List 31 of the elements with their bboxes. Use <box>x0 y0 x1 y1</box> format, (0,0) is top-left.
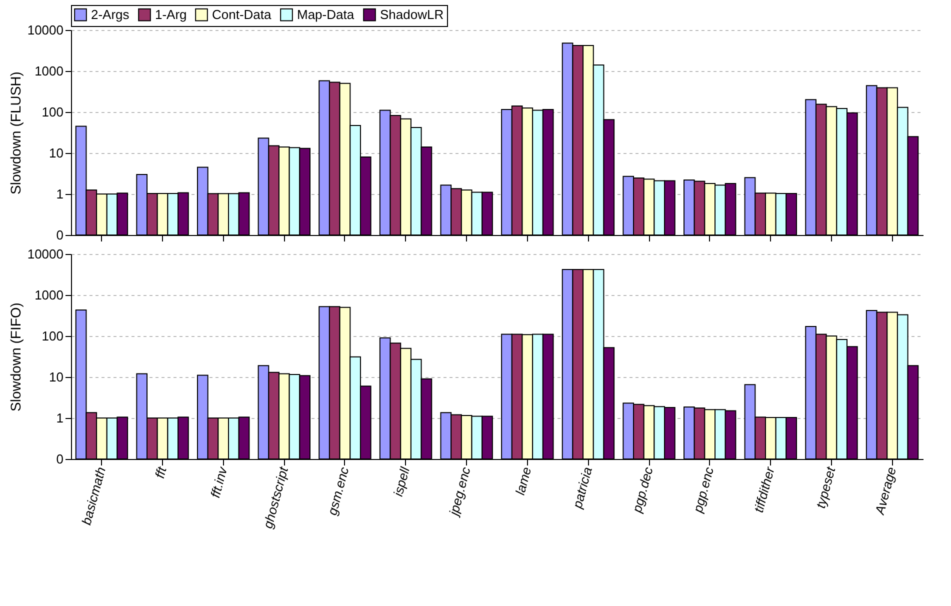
x-tick-label: Average <box>872 465 900 517</box>
x-tick-label: gsm.enc <box>324 464 352 517</box>
legend-label: ShadowLR <box>380 6 444 22</box>
x-tick-label: pgp.enc <box>690 464 717 515</box>
legend-label: 2-Args <box>91 6 130 22</box>
y-tick-label: 1000 <box>34 288 64 302</box>
x-tick-label: jpeg.enc <box>446 464 474 519</box>
y-tick-label: 0 <box>56 452 64 466</box>
legend-label: 1-Arg <box>155 6 187 22</box>
y-tick-label: 0 <box>56 228 64 242</box>
y-tick-label: 10000 <box>27 22 64 38</box>
x-tick-label: lame <box>512 465 534 497</box>
y-tick-label: 1000 <box>34 64 64 78</box>
legend-label: Map-Data <box>297 6 355 22</box>
x-tick-label: typeset <box>812 464 839 510</box>
x-tick-label: fft <box>152 464 170 480</box>
x-tick-label: tiffdither <box>750 464 778 514</box>
x-tick-label: pgp.dec <box>629 464 656 515</box>
y-axis-title: Slowdown (FLUSH) <box>7 72 24 194</box>
x-tick-label: fft.inv <box>208 464 230 500</box>
y-tick-label: 100 <box>42 328 64 344</box>
legend-label: Cont-Data <box>212 6 272 22</box>
x-tick-label: ispell <box>390 464 413 498</box>
y-axis-title: Slowdown (FIFO) <box>7 302 24 412</box>
y-tick-label: 10 <box>49 370 64 384</box>
y-tick-label: 1 <box>56 410 64 426</box>
y-tick-label: 10 <box>49 146 64 160</box>
y-tick-label: 10000 <box>27 246 64 262</box>
y-tick-label: 100 <box>42 104 64 120</box>
x-tick-label: patricia <box>569 465 595 511</box>
y-tick-label: 1 <box>56 186 64 202</box>
